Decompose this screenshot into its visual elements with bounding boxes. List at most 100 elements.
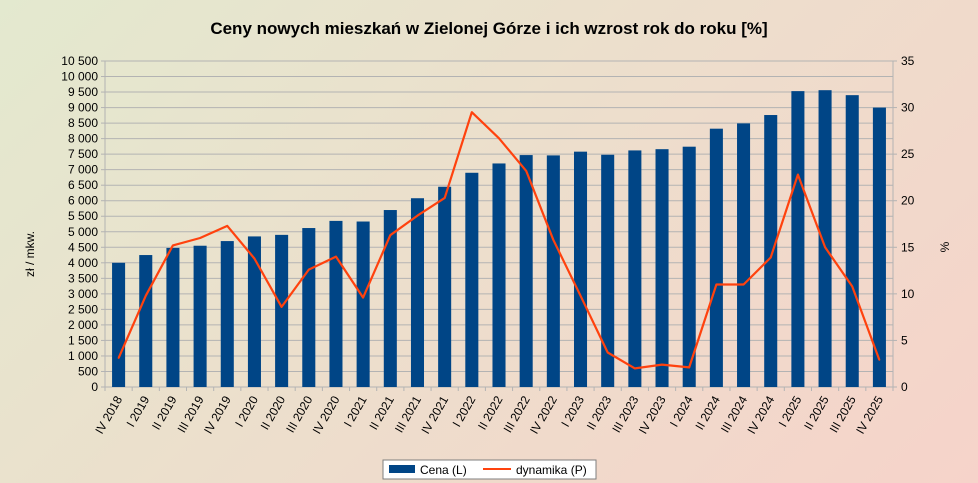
y-tick-label: 6 500 <box>68 178 98 192</box>
bar <box>737 123 751 388</box>
bar <box>166 247 180 387</box>
y-axis-left-title: zł / mkw. <box>23 231 37 277</box>
line-point <box>253 257 256 260</box>
y2-tick-label: 25 <box>901 147 915 161</box>
x-tick-label: IV 2023 <box>636 393 669 436</box>
legend: Cena (L) dynamika (P) <box>382 459 597 480</box>
bar <box>302 228 316 387</box>
bar <box>601 154 615 387</box>
line-point <box>769 256 772 259</box>
bar <box>791 91 805 388</box>
line-point <box>144 294 147 297</box>
line-point <box>280 306 283 308</box>
line-point <box>172 244 174 247</box>
x-tick-label: IV 2021 <box>418 393 451 436</box>
line-point <box>117 357 120 359</box>
line-point <box>688 366 691 369</box>
line-point <box>226 225 229 227</box>
y-tick-label: 4 000 <box>68 256 98 270</box>
bar <box>519 155 533 387</box>
bar <box>492 163 506 387</box>
y-tick-label: 10 500 <box>61 54 98 68</box>
line-point <box>851 285 854 288</box>
x-tick-label: I 2023 <box>558 393 587 429</box>
bar <box>465 172 479 387</box>
bar <box>356 221 370 387</box>
bar <box>247 236 261 387</box>
line-point <box>661 363 663 366</box>
bar <box>845 95 859 388</box>
line-point <box>389 234 392 236</box>
line-point <box>797 173 799 176</box>
y2-tick-label: 0 <box>901 380 908 394</box>
y-tick-label: 4 500 <box>68 240 98 254</box>
line-point <box>606 351 609 354</box>
bar <box>764 115 778 387</box>
line-point <box>443 197 446 199</box>
y-tick-label: 8 500 <box>68 116 98 130</box>
line-point <box>307 268 310 271</box>
x-tick-label: IV 2018 <box>92 393 125 436</box>
bar <box>329 220 343 387</box>
line-point <box>416 214 419 217</box>
bar <box>438 186 452 387</box>
x-tick-label: I 2019 <box>124 393 153 429</box>
bar <box>112 262 126 387</box>
line-point <box>471 111 473 114</box>
bar <box>682 146 696 387</box>
y2-tick-label: 10 <box>901 287 915 301</box>
bar <box>818 90 832 388</box>
y-tick-label: 5 500 <box>68 209 98 223</box>
y2-tick-label: 15 <box>901 240 915 254</box>
x-tick-label: I 2025 <box>776 393 805 429</box>
line-point <box>634 367 636 370</box>
bar <box>139 255 153 387</box>
y-tick-label: 2 000 <box>68 318 98 332</box>
line-point <box>878 359 881 361</box>
line-point <box>552 239 555 241</box>
y-tick-label: 3 000 <box>68 287 98 301</box>
y2-tick-label: 20 <box>901 194 915 208</box>
x-tick-label: I 2022 <box>450 393 479 429</box>
line-point <box>715 283 718 286</box>
legend-swatch-cena <box>389 465 415 473</box>
bar <box>628 150 642 387</box>
bar <box>193 245 207 387</box>
line-point <box>579 294 582 297</box>
legend-label-dynamika: dynamika (P) <box>516 463 587 477</box>
y-tick-label: 1 500 <box>68 333 98 347</box>
line-point <box>335 255 337 258</box>
line-point <box>199 237 201 239</box>
y-tick-label: 5 000 <box>68 225 98 239</box>
line-point <box>525 170 527 172</box>
line-point <box>742 283 745 286</box>
y-tick-label: 3 500 <box>68 271 98 285</box>
y-tick-label: 500 <box>78 364 98 378</box>
x-tick-label: IV 2020 <box>310 393 343 436</box>
line-point <box>362 296 364 299</box>
bar <box>872 107 886 388</box>
legend-label-cena: Cena (L) <box>420 463 467 477</box>
y-tick-label: 7 500 <box>68 147 98 161</box>
y-tick-label: 9 000 <box>68 101 98 115</box>
bar <box>220 241 234 387</box>
y-axis-right-title: % <box>938 241 952 252</box>
y-tick-label: 0 <box>91 380 98 394</box>
y-tick-label: 7 000 <box>68 163 98 177</box>
y-tick-label: 10 000 <box>61 70 98 84</box>
bar <box>573 151 588 387</box>
x-tick-label: IV 2024 <box>745 393 778 436</box>
y2-tick-label: 30 <box>901 101 915 115</box>
x-tick-label: I 2021 <box>341 393 370 429</box>
x-tick-label: IV 2022 <box>527 393 560 436</box>
y-tick-label: 8 000 <box>68 132 98 146</box>
line-point <box>824 246 826 249</box>
x-tick-label: I 2024 <box>667 393 696 429</box>
bar <box>410 198 425 387</box>
x-tick-label: IV 2019 <box>201 393 234 436</box>
bar <box>275 234 289 387</box>
line-point <box>498 137 500 140</box>
bar <box>655 149 669 387</box>
